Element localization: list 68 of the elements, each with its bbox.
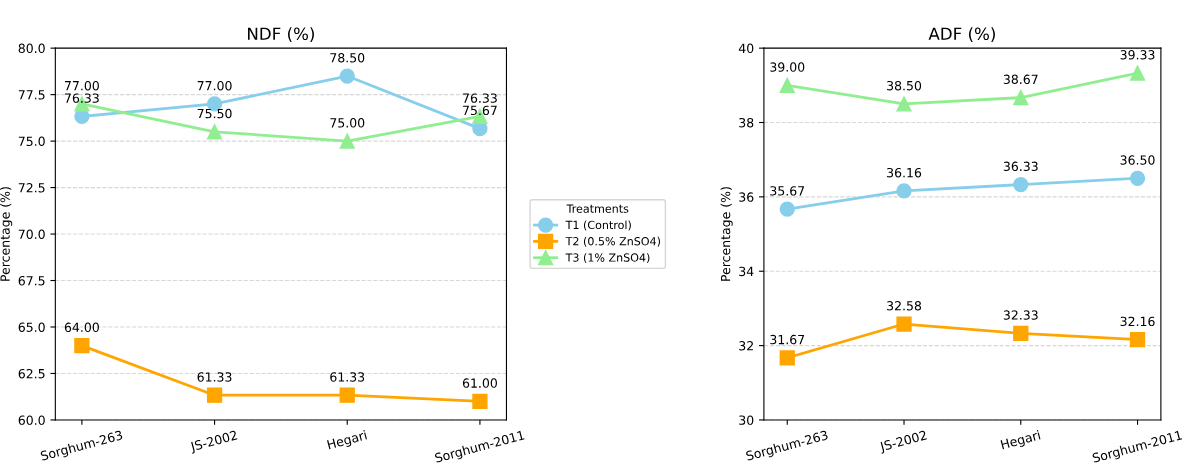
data-label: 61.33	[330, 372, 365, 382]
y-tick-label: 38	[739, 117, 754, 128]
data-label: 77.00	[65, 80, 99, 91]
point	[896, 316, 912, 332]
point	[339, 133, 355, 149]
y-tick-label: 62.5	[18, 368, 45, 379]
data-label: 61.33	[197, 372, 232, 382]
data-label: 36.33	[1003, 161, 1038, 172]
data-label: 75.00	[330, 118, 365, 128]
point	[779, 77, 795, 93]
y-tick-label: 77.5	[18, 90, 45, 100]
point	[1013, 176, 1029, 193]
point	[1129, 65, 1146, 81]
x-tick-label: Hegari	[326, 429, 368, 452]
data-label: 32.33	[1003, 310, 1038, 320]
y-tick-label: 32	[739, 341, 753, 351]
data-label: 35.67	[770, 186, 805, 196]
legend-label: T2 (0.5% ZnSO4)	[565, 236, 660, 247]
data-label: 38.67	[1003, 74, 1038, 85]
data-label: 36.16	[887, 167, 922, 178]
y-tick-label: 36	[739, 192, 754, 202]
point	[896, 96, 912, 112]
data-label: 75.67	[463, 105, 497, 116]
point	[339, 68, 355, 84]
data-label: 64.00	[64, 322, 99, 333]
data-label: 31.67	[770, 334, 805, 345]
data-label: 76.33	[65, 93, 99, 103]
y-tick-label: 60.0	[18, 415, 45, 425]
data-label: 61.00	[462, 378, 497, 388]
data-label: 76.33	[463, 93, 497, 103]
legend-label: T1 (Control)	[565, 220, 631, 231]
legend-title: Treatments	[566, 204, 629, 213]
data-label: 78.50	[330, 53, 365, 63]
point	[472, 393, 488, 409]
y-tick-label: 40	[738, 43, 754, 54]
x-tick-label: Hegari	[1000, 429, 1042, 452]
y-tick-label: 65.0	[18, 322, 45, 332]
point	[339, 387, 355, 403]
y-tick-label: 30	[739, 415, 754, 425]
data-label: 39.00	[770, 62, 805, 72]
y-tick-label: 72.5	[18, 183, 45, 193]
point	[74, 337, 90, 354]
legend-label: T3 (1% ZnSO4)	[565, 253, 650, 264]
data-label: 36.50	[1120, 155, 1155, 165]
point	[779, 350, 795, 366]
chart-title: NDF (%)	[248, 27, 314, 43]
point	[1013, 325, 1029, 341]
chart-title: ADF (%)	[928, 27, 995, 43]
y-axis-title: Percentage (%)	[0, 187, 13, 281]
point	[206, 387, 223, 403]
data-label: 77.00	[197, 80, 232, 91]
point	[206, 124, 223, 140]
point	[896, 183, 912, 199]
data-label: 75.50	[197, 108, 232, 119]
point	[1129, 331, 1146, 348]
point	[779, 201, 795, 217]
point	[1129, 170, 1146, 186]
point	[1013, 89, 1029, 106]
data-label: 38.50	[887, 80, 922, 91]
y-axis-title: Percentage (%)	[720, 187, 733, 281]
y-tick-label: 70.0	[18, 229, 45, 239]
y-tick-label: 75.0	[18, 136, 45, 147]
data-label: 32.58	[887, 301, 922, 311]
data-label: 39.33	[1120, 50, 1155, 60]
y-tick-label: 80.0	[18, 43, 45, 54]
y-tick-label: 34	[739, 266, 754, 277]
y-tick-label: 67.5	[18, 275, 45, 286]
data-label: 32.16	[1120, 316, 1155, 327]
